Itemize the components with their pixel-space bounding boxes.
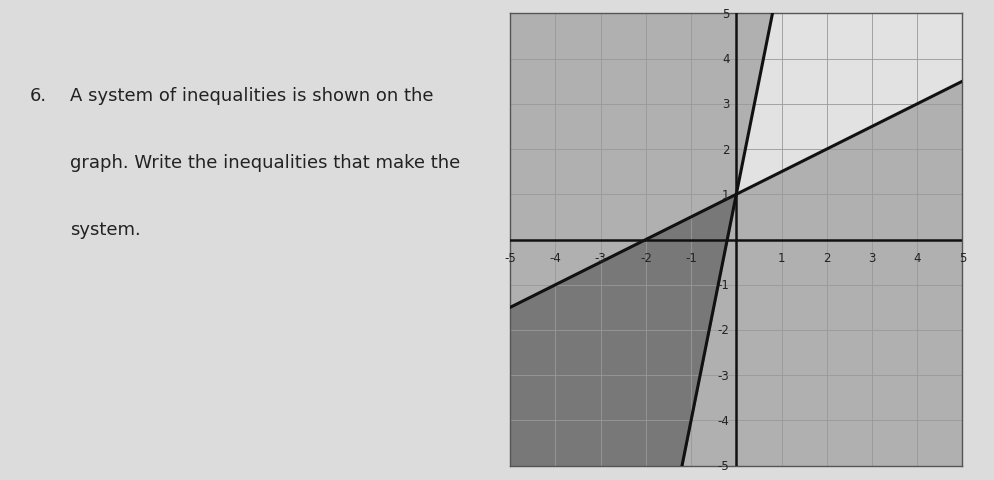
Text: 3: 3 — [868, 252, 875, 264]
Text: -2: -2 — [717, 324, 729, 337]
Text: -4: -4 — [717, 414, 729, 427]
Text: -1: -1 — [685, 252, 697, 264]
Text: A system of inequalities is shown on the: A system of inequalities is shown on the — [70, 86, 432, 104]
Text: 4: 4 — [722, 53, 729, 66]
Text: 3: 3 — [722, 98, 729, 111]
Text: 1: 1 — [722, 188, 729, 202]
Text: 2: 2 — [822, 252, 830, 264]
Text: -5: -5 — [717, 459, 729, 472]
Text: -5: -5 — [504, 252, 516, 264]
Text: 6.: 6. — [30, 86, 47, 104]
Text: 1: 1 — [777, 252, 784, 264]
Text: -3: -3 — [717, 369, 729, 382]
Text: -4: -4 — [549, 252, 561, 264]
Text: 2: 2 — [722, 143, 729, 156]
Text: 5: 5 — [958, 252, 965, 264]
Text: -2: -2 — [639, 252, 651, 264]
Text: -1: -1 — [717, 278, 729, 292]
Text: system.: system. — [70, 221, 140, 239]
Text: 4: 4 — [912, 252, 920, 264]
Text: graph. Write the inequalities that make the: graph. Write the inequalities that make … — [70, 154, 459, 171]
Text: 5: 5 — [722, 8, 729, 21]
Text: -3: -3 — [594, 252, 606, 264]
